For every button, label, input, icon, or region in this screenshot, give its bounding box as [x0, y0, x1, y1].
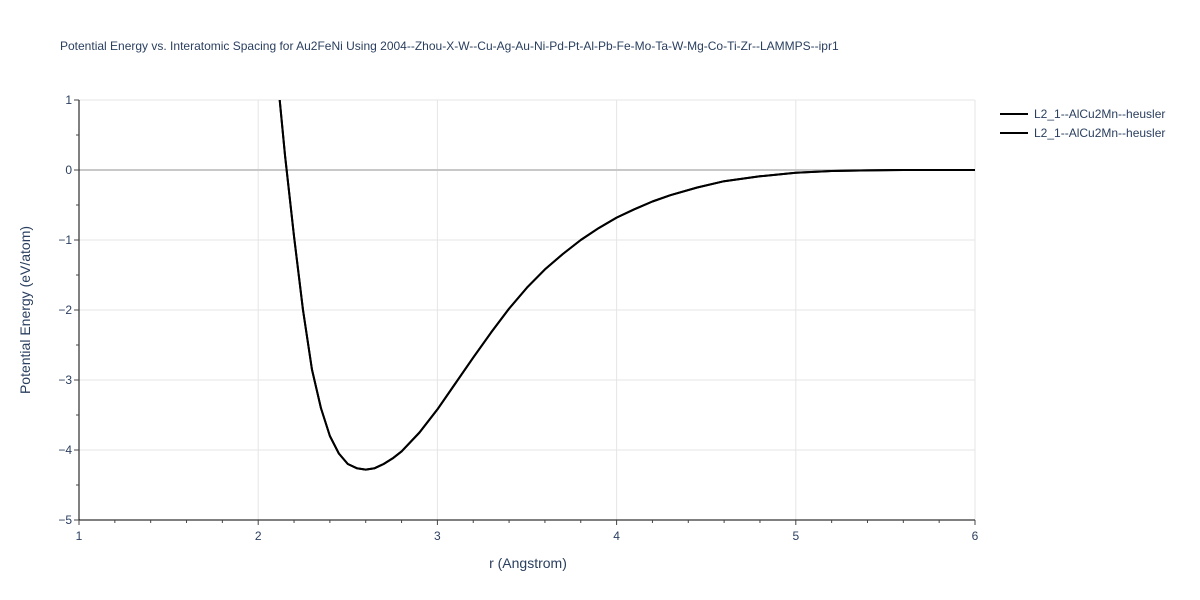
series-group: [278, 100, 975, 471]
legend: L2_1--AlCu2Mn--heusler L2_1--AlCu2Mn--heu…: [1000, 107, 1165, 140]
chart-title: Potential Energy vs. Interatomic Spacing…: [60, 39, 839, 53]
y-tick-label: −5: [58, 513, 72, 527]
y-tick-label: 0: [65, 163, 72, 177]
grid: [79, 99, 976, 520]
x-tick-label: 4: [613, 529, 620, 543]
y-tick-label: −4: [58, 443, 72, 457]
y-tick-label: −1: [58, 233, 72, 247]
y-tick-label: 1: [65, 93, 72, 107]
x-tick-label: 5: [792, 529, 799, 543]
y-axis: 1 0 −1 −2 −3 −4 −5: [58, 93, 80, 527]
series-line-2: [278, 100, 975, 471]
x-tick-label: 2: [255, 529, 262, 543]
legend-label: L2_1--AlCu2Mn--heusler: [1034, 107, 1165, 121]
y-tick-label: −3: [58, 373, 72, 387]
series-line-1: [278, 100, 975, 471]
x-tick-label: 1: [76, 529, 83, 543]
legend-label: L2_1--AlCu2Mn--heusler: [1034, 126, 1165, 140]
x-axis-title: r (Angstrom): [489, 555, 567, 571]
y-axis-title: Potential Energy (eV/atom): [17, 226, 33, 394]
x-axis: 1 2 3 4 5 6: [76, 519, 979, 543]
x-tick-label: 3: [434, 529, 441, 543]
x-tick-label: 6: [972, 529, 979, 543]
y-tick-label: −2: [58, 303, 72, 317]
